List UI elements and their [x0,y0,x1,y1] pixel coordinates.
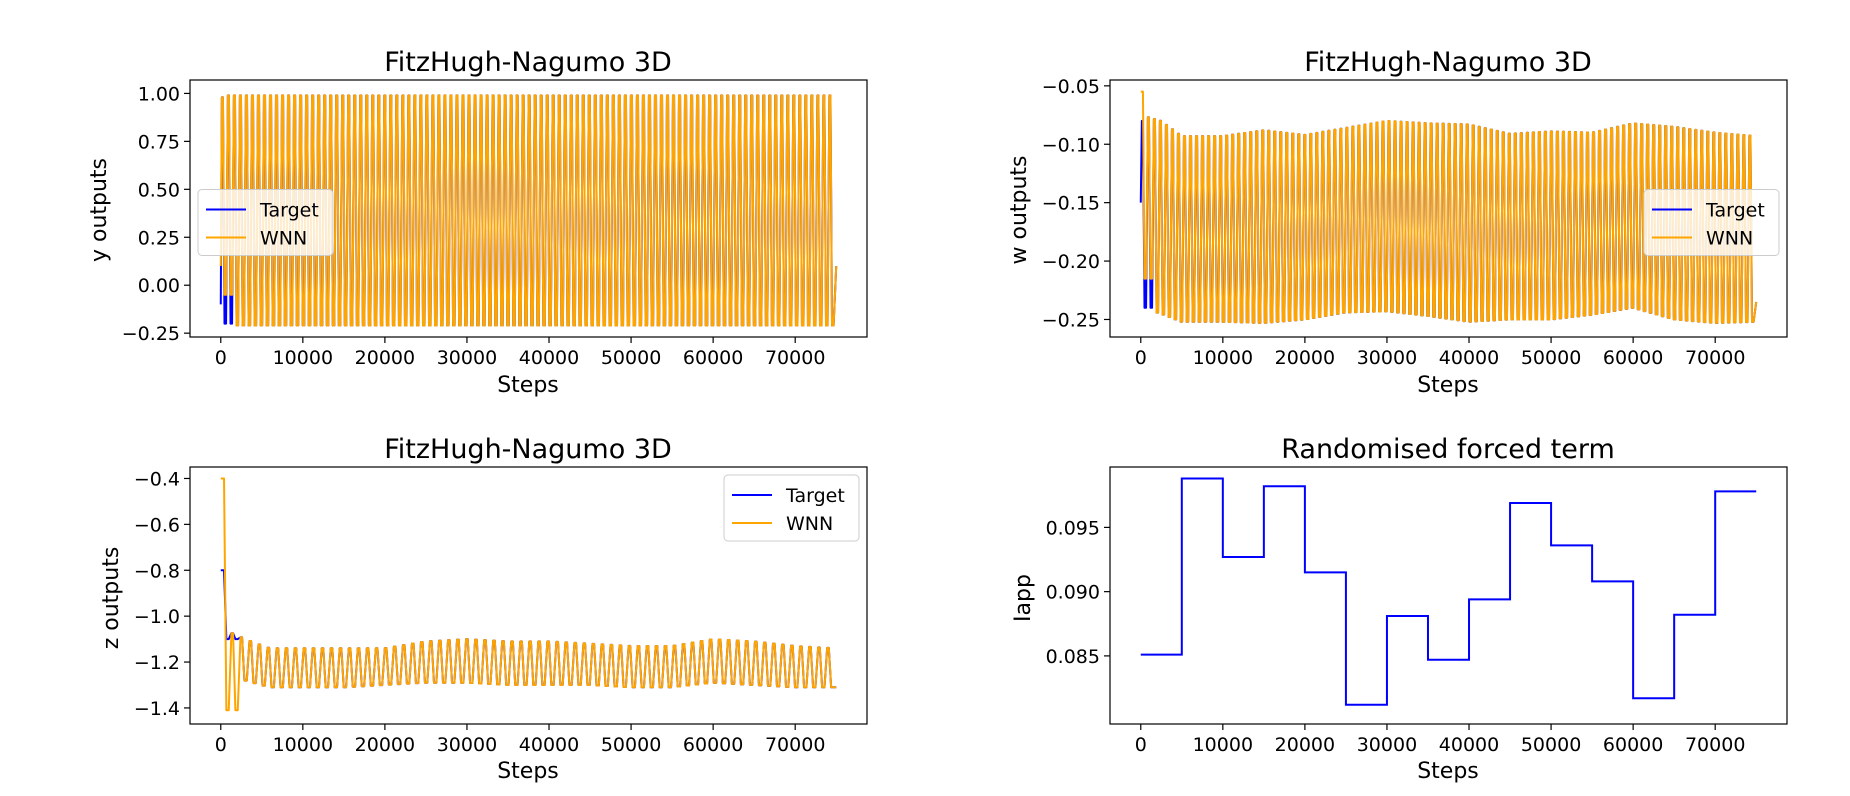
x-tick-label: 0 [215,347,227,369]
x-tick-label: 20000 [355,734,415,756]
legend-label-target: Target [259,200,319,222]
y-tick-label: −0.25 [122,323,180,345]
x-tick-label: 70000 [765,734,825,756]
x-tick-label: 30000 [437,734,497,756]
y-tick-label: 0.090 [1046,582,1100,604]
x-tick-label: 10000 [273,734,333,756]
y-tick-label: 0.00 [138,275,180,297]
x-tick-label: 60000 [1603,347,1663,369]
x-tick-label: 70000 [1685,347,1745,369]
w-outputs-legend: Target WNN [1643,189,1780,256]
z-outputs-xlabel: Steps [497,759,559,784]
x-tick-label: 60000 [1603,734,1663,756]
y-outputs-plot-area: 0 10000 20000 30000 40000 50000 60000 70000 −0.2… [122,79,868,369]
legend-box [197,189,334,256]
x-tick-label: 0 [1135,734,1147,756]
x-tick-label: 30000 [1357,347,1417,369]
y-tick-label: −0.25 [1042,309,1100,331]
z-outputs-title: FitzHugh-Nagumo 3D [384,434,672,465]
legend-label-wnn: WNN [786,513,833,535]
x-tick-label: 50000 [601,734,661,756]
x-tick-label: 70000 [765,347,825,369]
x-tick-label: 40000 [1439,347,1499,369]
y-tick-label: −0.05 [1042,76,1100,98]
y-outputs-title: FitzHugh-Nagumo 3D [384,47,672,78]
y-tick-label: 0.25 [138,227,180,249]
series-line-wnn [220,477,837,712]
y-tick-label: 0.50 [138,179,180,201]
x-tick-label: 30000 [1357,734,1417,756]
z-outputs-legend: Target WNN [723,474,860,542]
y-tick-label: −1.2 [134,652,180,674]
x-tick-label: 50000 [1521,347,1581,369]
x-tick-label: 10000 [1193,734,1253,756]
x-tick-label: 20000 [1275,734,1335,756]
w-outputs-plot-area: 0 10000 20000 30000 40000 50000 60000 70000 −0.2… [1042,76,1788,369]
series-line-iapp [1140,477,1757,706]
legend-label-target: Target [785,485,845,507]
y-tick-label: 0.085 [1046,646,1100,668]
w-outputs-panel: 0 10000 20000 30000 40000 50000 60000 70000 −0.2… [1007,47,1788,398]
y-tick-label: −1.4 [134,698,180,720]
series-line-wnn [1140,90,1758,324]
z-outputs-plot-area: 0 10000 20000 30000 40000 50000 60000 70000 −1.4… [134,466,868,756]
y-tick-label: −0.15 [1042,193,1100,215]
y-tick-label: 0.75 [138,131,180,153]
y-tick-label: −0.20 [1042,251,1100,273]
forced-term-panel: 0 10000 20000 30000 40000 50000 60000 70000 0.08… [1011,434,1788,784]
y-outputs-axes-frame [189,79,868,338]
y-tick-label: −1.0 [134,606,180,628]
w-outputs-title: FitzHugh-Nagumo 3D [1304,47,1592,78]
x-tick-label: 20000 [1275,347,1335,369]
x-tick-label: 70000 [1685,734,1745,756]
w-outputs-ylabel: w outputs [1007,155,1032,264]
forced-term-series-group [1140,477,1757,706]
y-outputs-panel: 0 10000 20000 30000 40000 50000 60000 70000 −0.2… [87,47,868,398]
y-tick-label: −0.4 [134,468,180,490]
y-tick-label: 0.095 [1046,517,1100,539]
z-outputs-series-group [220,477,837,712]
forced-term-axes-frame [1109,466,1788,725]
x-tick-label: 50000 [601,347,661,369]
z-outputs-panel: 0 10000 20000 30000 40000 50000 60000 70000 −1.4… [99,434,868,784]
y-outputs-ylabel: y outputs [87,158,112,262]
x-tick-label: 20000 [355,347,415,369]
y-tick-label: 1.00 [138,83,180,105]
x-tick-label: 40000 [519,734,579,756]
legend-box [723,474,860,542]
w-outputs-axes-frame [1109,79,1788,338]
x-tick-label: 50000 [1521,734,1581,756]
x-tick-label: 40000 [1439,734,1499,756]
y-outputs-legend: Target WNN [197,189,334,256]
y-tick-label: −0.8 [134,560,180,582]
y-tick-label: −0.6 [134,514,180,536]
x-tick-label: 0 [215,734,227,756]
z-outputs-ylabel: z outputs [99,547,124,650]
x-tick-label: 60000 [683,734,743,756]
z-outputs-axes-frame [189,466,868,725]
series-line-wnn [219,94,838,327]
forced-term-ylabel: Iapp [1011,574,1036,622]
y-outputs-series-group [219,94,838,327]
x-tick-label: 10000 [273,347,333,369]
forced-term-xlabel: Steps [1417,759,1479,784]
x-tick-label: 30000 [437,347,497,369]
w-outputs-series-group [1139,90,1758,324]
x-tick-label: 0 [1135,347,1147,369]
legend-box [1643,189,1780,256]
y-outputs-xlabel: Steps [497,373,559,398]
w-outputs-xlabel: Steps [1417,373,1479,398]
x-tick-label: 60000 [683,347,743,369]
y-tick-label: −0.10 [1042,134,1100,156]
legend-label-wnn: WNN [260,228,307,250]
legend-label-wnn: WNN [1706,228,1753,250]
x-tick-label: 40000 [519,347,579,369]
legend-label-target: Target [1705,200,1765,222]
forced-term-plot-area: 0 10000 20000 30000 40000 50000 60000 70000 0.08… [1046,466,1788,756]
x-tick-label: 10000 [1193,347,1253,369]
forced-term-title: Randomised forced term [1281,434,1615,465]
